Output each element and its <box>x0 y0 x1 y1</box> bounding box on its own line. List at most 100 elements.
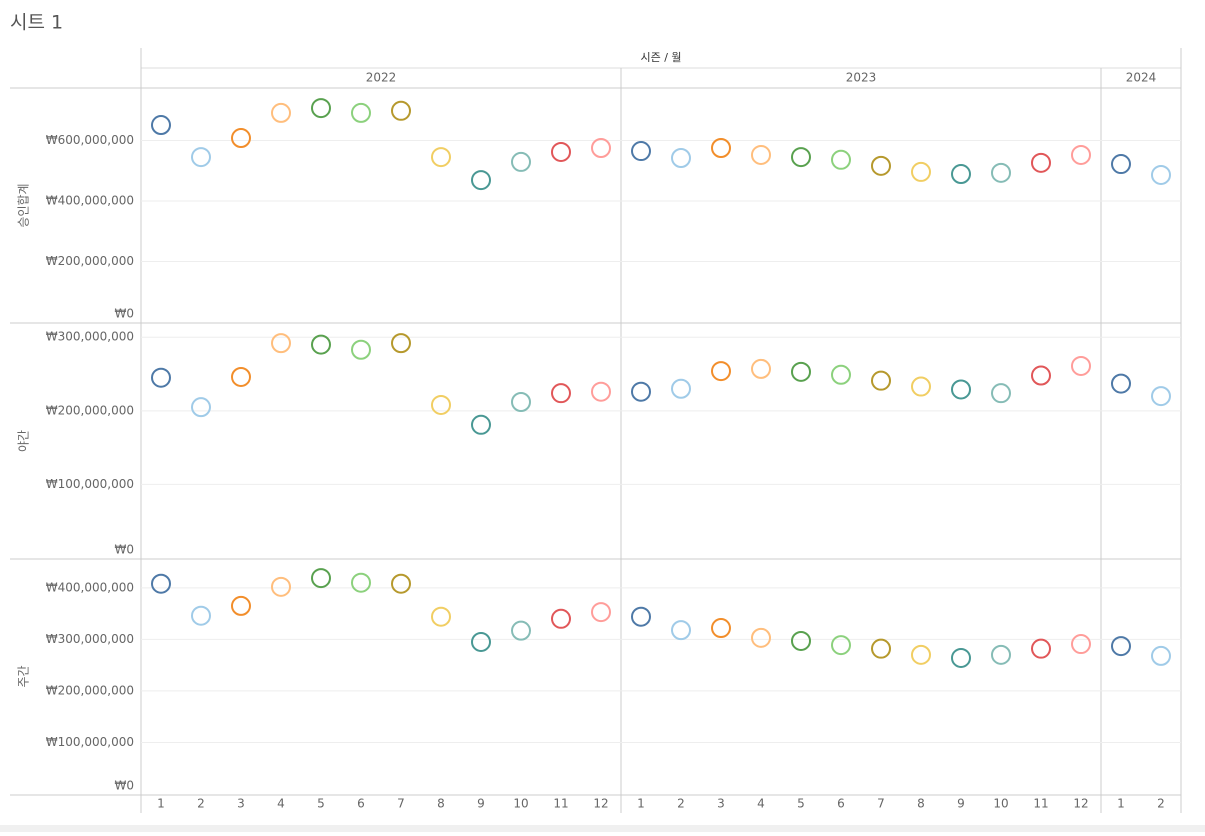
month-point <box>471 170 491 191</box>
month-point <box>1151 645 1171 666</box>
month-point <box>951 379 971 400</box>
x-tick-label: 3 <box>717 797 725 811</box>
month-point <box>991 644 1011 665</box>
y-tick-label: ₩0 <box>115 779 135 793</box>
month-point <box>711 618 731 639</box>
month-point <box>1151 386 1171 407</box>
month-point <box>551 383 571 404</box>
month-point <box>191 147 211 168</box>
month-point <box>431 147 451 168</box>
month-point <box>591 602 611 623</box>
x-tick-label: 6 <box>837 797 845 811</box>
x-tick-label: 10 <box>513 797 528 811</box>
month-point <box>351 102 371 123</box>
sheet-title: 시트 1 <box>10 12 63 34</box>
row-label: 주간 <box>17 665 31 687</box>
month-point <box>911 161 931 182</box>
month-point <box>671 378 691 399</box>
x-tick-label: 8 <box>437 797 445 811</box>
month-point <box>351 572 371 593</box>
column-header: 시즌 / 월 <box>640 51 681 64</box>
month-point <box>831 149 851 170</box>
month-point <box>591 138 611 159</box>
month-point <box>191 397 211 418</box>
month-point <box>231 128 251 149</box>
x-tick-label: 5 <box>797 797 805 811</box>
x-tick-label: 1 <box>1117 797 1125 811</box>
y-tick-label: ₩0 <box>115 543 135 557</box>
month-point <box>391 573 411 594</box>
month-point <box>551 141 571 162</box>
x-tick-label: 11 <box>553 797 568 811</box>
month-point <box>311 98 331 119</box>
month-point <box>631 381 651 402</box>
x-tick-label: 4 <box>277 797 285 811</box>
x-tick-label: 1 <box>157 797 165 811</box>
y-tick-label: ₩200,000,000 <box>46 254 134 268</box>
month-point <box>151 115 171 136</box>
month-point <box>791 361 811 382</box>
month-point <box>431 394 451 415</box>
month-point <box>1071 634 1091 655</box>
month-point <box>951 647 971 668</box>
year-label: 2023 <box>846 71 877 85</box>
month-point <box>1111 373 1131 394</box>
month-point <box>1031 638 1051 659</box>
x-tick-label: 7 <box>397 797 405 811</box>
row-label: 야간 <box>17 430 31 452</box>
month-point <box>311 568 331 589</box>
month-point <box>671 620 691 641</box>
x-tick-label: 2 <box>197 797 205 811</box>
month-point <box>191 605 211 626</box>
y-tick-label: ₩400,000,000 <box>46 580 134 594</box>
month-point <box>711 361 731 382</box>
month-point <box>351 339 371 360</box>
month-point <box>151 367 171 388</box>
x-tick-label: 9 <box>477 797 485 811</box>
y-tick-label: ₩600,000,000 <box>46 133 134 147</box>
month-point <box>391 100 411 121</box>
y-tick-label: ₩300,000,000 <box>46 632 134 646</box>
month-point <box>511 392 531 412</box>
y-tick-label: ₩200,000,000 <box>46 403 134 417</box>
y-tick-label: ₩300,000,000 <box>46 330 134 344</box>
x-tick-label: 12 <box>1073 797 1088 811</box>
x-tick-label: 11 <box>1033 797 1048 811</box>
month-point <box>231 595 251 616</box>
month-point <box>711 138 731 159</box>
month-point <box>791 630 811 651</box>
month-point <box>991 383 1011 404</box>
y-tick-label: ₩200,000,000 <box>46 683 134 697</box>
month-point <box>271 333 291 354</box>
x-tick-label: 1 <box>637 797 645 811</box>
x-tick-label: 6 <box>357 797 365 811</box>
x-tick-label: 9 <box>957 797 965 811</box>
scroll-strip <box>0 825 1205 832</box>
month-point <box>271 102 291 123</box>
month-point <box>471 414 491 435</box>
month-point <box>911 644 931 665</box>
x-tick-label: 8 <box>917 797 925 811</box>
month-point <box>551 608 571 629</box>
year-label: 2024 <box>1126 71 1157 85</box>
month-point <box>631 141 651 162</box>
month-point <box>1071 355 1091 376</box>
month-point <box>871 155 891 176</box>
month-point <box>471 631 491 652</box>
month-point <box>311 334 331 355</box>
month-point <box>271 576 291 597</box>
month-point <box>751 627 771 648</box>
y-tick-label: ₩100,000,000 <box>46 735 134 749</box>
month-point <box>751 358 771 379</box>
y-tick-label: ₩0 <box>115 307 135 321</box>
month-point <box>791 147 811 168</box>
month-point <box>231 366 251 387</box>
row-label: 승인합계 <box>17 183 31 227</box>
month-point <box>1071 144 1091 165</box>
x-tick-label: 2 <box>1157 797 1165 811</box>
y-tick-label: ₩400,000,000 <box>46 193 134 207</box>
month-point <box>1151 164 1171 185</box>
month-point <box>631 606 651 627</box>
month-point <box>151 573 171 594</box>
